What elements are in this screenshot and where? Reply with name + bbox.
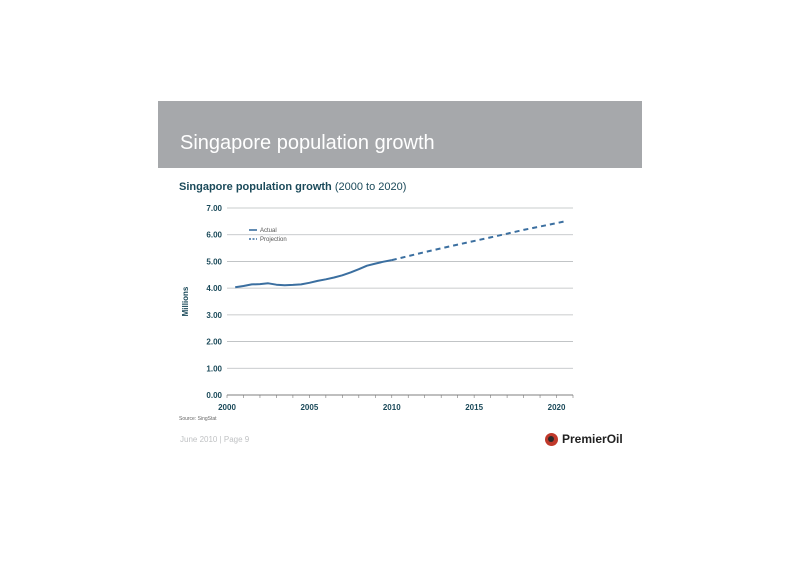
legend-label-actual: Actual [260,228,277,234]
legend: Actual Projection [249,228,287,243]
logo-mark-icon [545,432,558,446]
x-tick-labels: 2000 2005 2010 2015 2020 [218,403,566,412]
x-tick-label: 2010 [383,403,401,412]
x-tick-label: 2020 [548,403,566,412]
page-footer: June 2010 | Page 9 [180,435,250,444]
y-axis-label: Millions [181,286,190,316]
y-tick-label: 5.00 [206,257,222,266]
chart-title-main: Singapore population growth [179,181,332,193]
y-tick-label: 3.00 [206,311,222,320]
logo-text: PremierOil [562,432,623,446]
x-tick-label: 2015 [465,403,483,412]
y-tick-labels: 0.00 1.00 2.00 3.00 4.00 5.00 6.00 7.00 [206,204,222,400]
y-tick-label: 0.00 [206,391,222,400]
y-tick-label: 7.00 [206,204,222,213]
series-line-actual [235,259,392,289]
slide: Singapore population growth Singapore po… [158,101,642,463]
y-tick-label: 1.00 [206,364,222,373]
title-banner: Singapore population growth [158,101,642,168]
y-tick-label: 4.00 [206,284,222,293]
axes [226,394,574,398]
legend-label-projection: Projection [260,237,287,243]
gridlines [227,207,573,369]
premier-oil-logo: PremierOil [545,431,623,447]
y-tick-label: 6.00 [206,231,222,240]
series-line-projection [391,220,566,262]
chart-title-range: (2000 to 2020) [331,181,407,193]
series-lines [235,220,566,289]
source-note: Source: SingStat [179,416,217,422]
x-tick-label: 2000 [218,403,236,412]
x-tick-label: 2005 [300,403,318,412]
slide-title: Singapore population growth [180,132,435,154]
y-tick-label: 2.00 [206,338,222,347]
chart-title: Singapore population growth (2000 to 202… [179,181,406,193]
